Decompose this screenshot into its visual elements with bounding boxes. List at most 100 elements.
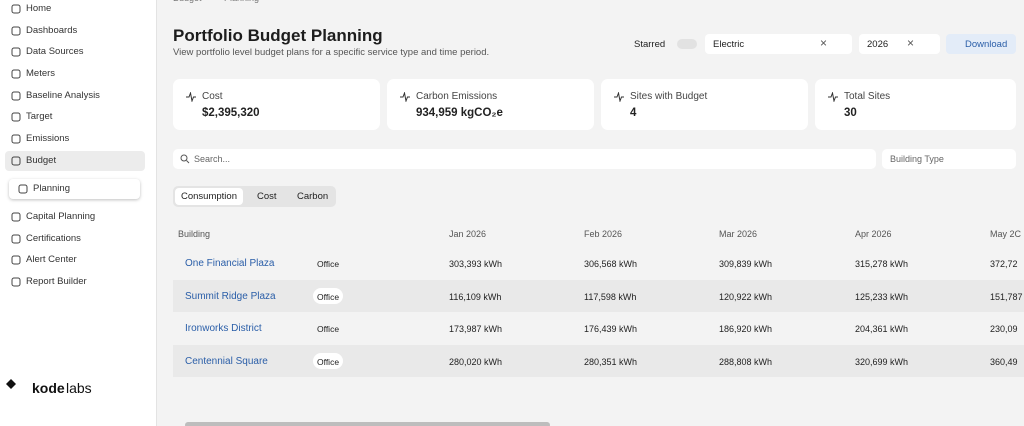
- service-select[interactable]: [705, 34, 852, 54]
- building-link[interactable]: Summit Ridge Plaza: [185, 290, 276, 302]
- building-link[interactable]: Centennial Square: [185, 355, 268, 367]
- nav-item[interactable]: Baseline Analysis: [26, 90, 100, 101]
- nav-icon: [11, 156, 21, 166]
- scrollbar: [185, 422, 550, 426]
- logo: kode: [32, 380, 65, 396]
- cell: 116,109 kWh: [449, 291, 502, 302]
- sidebar: [0, 0, 157, 426]
- card-icon: [828, 92, 838, 102]
- stat-card: [173, 79, 380, 130]
- column-header: Feb 2026: [584, 229, 623, 239]
- nav-icon: [11, 4, 21, 14]
- nav-item[interactable]: Budget: [26, 155, 57, 166]
- cell: 315,278 kWh: [855, 259, 909, 269]
- cell: 151,787: [990, 291, 1023, 302]
- cell: 288,808 kWh: [719, 356, 773, 367]
- download-label: Download: [965, 39, 1008, 50]
- nav-icon: [11, 47, 21, 57]
- nav-icon: [11, 91, 21, 101]
- tab[interactable]: Cost: [257, 191, 277, 202]
- type-label: Office: [317, 259, 340, 269]
- page-subtitle: View portfolio level budget plans for a …: [173, 47, 490, 58]
- cell: 303,393 kWh: [449, 259, 503, 269]
- cell: 204,361 kWh: [855, 324, 909, 334]
- nav-item[interactable]: Capital Planning: [26, 211, 96, 222]
- cell: 320,699 kWh: [855, 356, 909, 367]
- tab-active-bg: [175, 188, 243, 205]
- nav-item[interactable]: Target: [26, 111, 53, 122]
- search-input[interactable]: [173, 149, 876, 169]
- nav-icon: [11, 69, 21, 79]
- cell: 125,233 kWh: [855, 291, 909, 302]
- column-header: Mar 2026: [719, 229, 758, 239]
- cell: 117,598 kWh: [584, 291, 637, 302]
- breadcrumb: Planning: [224, 0, 259, 3]
- type-badge: [313, 352, 343, 369]
- stat-card: [387, 79, 594, 130]
- card-value: $2,395,320: [202, 107, 260, 119]
- filter-select[interactable]: [882, 149, 1016, 169]
- card-label: Cost: [202, 91, 223, 102]
- nav-item[interactable]: Planning: [33, 183, 70, 194]
- cell: 176,439 kWh: [584, 324, 638, 334]
- nav-icon: [18, 184, 28, 194]
- nav-icon: [11, 255, 21, 265]
- service-value: Electric: [713, 39, 745, 50]
- cell: 173,987 kWh: [449, 324, 503, 334]
- nav-item[interactable]: Dashboards: [26, 25, 78, 36]
- search-placeholder: Search...: [194, 154, 231, 164]
- card-value: 4: [630, 107, 637, 119]
- cell: 309,839 kWh: [719, 259, 773, 269]
- tab[interactable]: Carbon: [297, 191, 329, 202]
- nav-item[interactable]: Report Builder: [26, 276, 87, 287]
- page-title: Portfolio Budget Planning: [173, 26, 383, 45]
- cell: 280,020 kWh: [449, 356, 503, 367]
- logo-mark: [6, 379, 16, 389]
- cell: 372,72: [990, 259, 1018, 269]
- column-header: Apr 2026: [855, 229, 892, 239]
- card-icon: [186, 92, 196, 102]
- tab[interactable]: Consumption: [181, 191, 237, 202]
- nav-icon: [11, 134, 21, 144]
- type-label: Office: [317, 356, 340, 367]
- type-label: Office: [317, 291, 340, 302]
- search-icon: [180, 154, 190, 164]
- nav-icon: [11, 212, 21, 222]
- toggle[interactable]: [677, 39, 697, 49]
- card-label: Total Sites: [844, 91, 891, 102]
- building-link[interactable]: One Financial Plaza: [185, 258, 275, 269]
- card-icon: [614, 92, 624, 102]
- logo: labs: [66, 380, 92, 396]
- clear: ×: [820, 36, 828, 50]
- card-label: Sites with Budget: [630, 91, 708, 102]
- nav-icon: [11, 26, 21, 36]
- nav-item[interactable]: Data Sources: [26, 46, 84, 57]
- nav-item[interactable]: Meters: [26, 68, 56, 79]
- year-select[interactable]: [859, 34, 940, 54]
- cell: 360,49: [990, 356, 1018, 367]
- table-row: [173, 312, 1024, 344]
- download-button[interactable]: [946, 34, 1016, 54]
- stat-card: [815, 79, 1016, 130]
- type-label: Office: [317, 324, 340, 334]
- nav-item[interactable]: Alert Center: [26, 254, 77, 265]
- nav-item[interactable]: Emissions: [26, 133, 70, 144]
- cell: 230,09: [990, 324, 1018, 334]
- cell: 280,351 kWh: [584, 356, 638, 367]
- card-icon: [400, 92, 410, 102]
- cell: 120,922 kWh: [719, 291, 773, 302]
- nav-active-bg: [5, 151, 145, 171]
- type-badge: [313, 287, 343, 304]
- nav-icon: [11, 112, 21, 122]
- nav-item[interactable]: Home: [26, 3, 52, 14]
- nav-child-bg: [9, 179, 140, 199]
- stat-card: [601, 79, 808, 130]
- clear: ×: [907, 36, 915, 50]
- building-link[interactable]: Ironworks District: [185, 323, 262, 334]
- column-header: May 2C: [990, 229, 1022, 239]
- nav-item[interactable]: Certifications: [26, 233, 81, 244]
- table-row: [173, 247, 1024, 279]
- nav-icon: [11, 277, 21, 287]
- card-label: Carbon Emissions: [416, 91, 498, 102]
